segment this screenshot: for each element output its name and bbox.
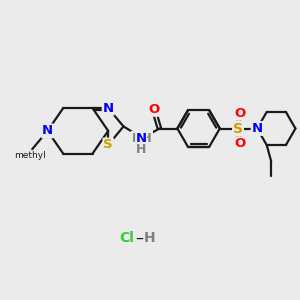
- Text: H: H: [136, 142, 146, 156]
- Text: O: O: [234, 107, 245, 120]
- Text: S: S: [233, 122, 243, 136]
- Text: –: –: [136, 231, 144, 246]
- Text: S: S: [103, 139, 113, 152]
- Text: N: N: [42, 124, 53, 137]
- Text: Cl: Cl: [119, 231, 134, 245]
- Text: N: N: [252, 122, 263, 135]
- Text: O: O: [148, 103, 160, 116]
- Text: methyl: methyl: [14, 151, 46, 160]
- Text: N: N: [103, 102, 114, 115]
- Text: H: H: [144, 231, 156, 245]
- Text: NH: NH: [131, 132, 152, 145]
- Text: O: O: [234, 137, 245, 150]
- Text: N: N: [136, 132, 147, 145]
